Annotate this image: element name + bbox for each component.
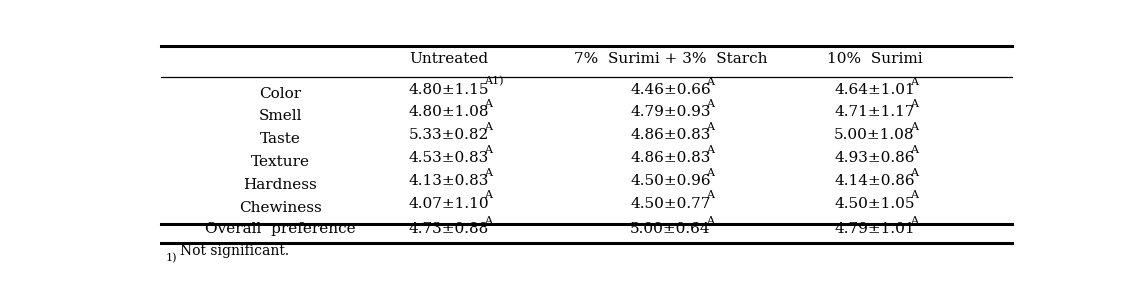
- Text: 4.73±0.88: 4.73±0.88: [408, 222, 488, 236]
- Text: A: A: [909, 216, 917, 226]
- Text: 4.50±0.77: 4.50±0.77: [630, 197, 710, 210]
- Text: Taste: Taste: [260, 132, 301, 146]
- Text: 4.79±0.93: 4.79±0.93: [630, 105, 710, 119]
- Text: A: A: [909, 145, 917, 155]
- Text: 4.86±0.83: 4.86±0.83: [630, 151, 710, 165]
- Text: 5.00±1.08: 5.00±1.08: [834, 128, 915, 142]
- Text: A: A: [909, 99, 917, 109]
- Text: 4.53±0.83: 4.53±0.83: [408, 151, 488, 165]
- Text: 4.80±1.15: 4.80±1.15: [408, 83, 490, 96]
- Text: 4.93±0.86: 4.93±0.86: [834, 151, 915, 165]
- Text: A: A: [706, 191, 714, 200]
- Text: 5.33±0.82: 5.33±0.82: [408, 128, 488, 142]
- Text: 7%  Surimi + 3%  Starch: 7% Surimi + 3% Starch: [574, 52, 768, 66]
- Text: Color: Color: [260, 87, 302, 101]
- Text: A1): A1): [484, 76, 503, 86]
- Text: A: A: [909, 77, 917, 86]
- Text: 4.50±0.96: 4.50±0.96: [630, 174, 710, 188]
- Text: 4.71±1.17: 4.71±1.17: [834, 105, 915, 119]
- Text: 4.50±1.05: 4.50±1.05: [834, 197, 915, 210]
- Text: 4.46±0.66: 4.46±0.66: [630, 83, 710, 96]
- Text: A: A: [909, 122, 917, 132]
- Text: Not significant.: Not significant.: [181, 244, 289, 258]
- Text: A: A: [484, 99, 492, 109]
- Text: A: A: [706, 99, 714, 109]
- Text: 1): 1): [165, 253, 176, 263]
- Text: 4.13±0.83: 4.13±0.83: [408, 174, 490, 188]
- Text: A: A: [706, 145, 714, 155]
- Text: 5.00±0.64: 5.00±0.64: [630, 222, 710, 236]
- Text: A: A: [484, 168, 492, 178]
- Text: 4.64±1.01: 4.64±1.01: [834, 83, 915, 96]
- Text: 4.80±1.08: 4.80±1.08: [408, 105, 490, 119]
- Text: A: A: [706, 77, 714, 86]
- Text: Texture: Texture: [251, 155, 310, 169]
- Text: 4.86±0.83: 4.86±0.83: [630, 128, 710, 142]
- Text: A: A: [484, 122, 492, 132]
- Text: 10%  Surimi: 10% Surimi: [827, 52, 922, 66]
- Text: Chewiness: Chewiness: [239, 201, 321, 215]
- Text: A: A: [706, 216, 714, 226]
- Text: 4.79±1.01: 4.79±1.01: [834, 222, 915, 236]
- Text: A: A: [484, 191, 492, 200]
- Text: 4.07±1.10: 4.07±1.10: [408, 197, 490, 210]
- Text: Untreated: Untreated: [410, 52, 488, 66]
- Text: A: A: [484, 216, 492, 226]
- Text: Overall  preference: Overall preference: [205, 222, 356, 236]
- Text: Smell: Smell: [259, 110, 302, 123]
- Text: A: A: [706, 122, 714, 132]
- Text: A: A: [909, 168, 917, 178]
- Text: 4.14±0.86: 4.14±0.86: [834, 174, 915, 188]
- Text: Hardness: Hardness: [244, 178, 317, 192]
- Text: A: A: [909, 191, 917, 200]
- Text: A: A: [484, 145, 492, 155]
- Text: A: A: [706, 168, 714, 178]
